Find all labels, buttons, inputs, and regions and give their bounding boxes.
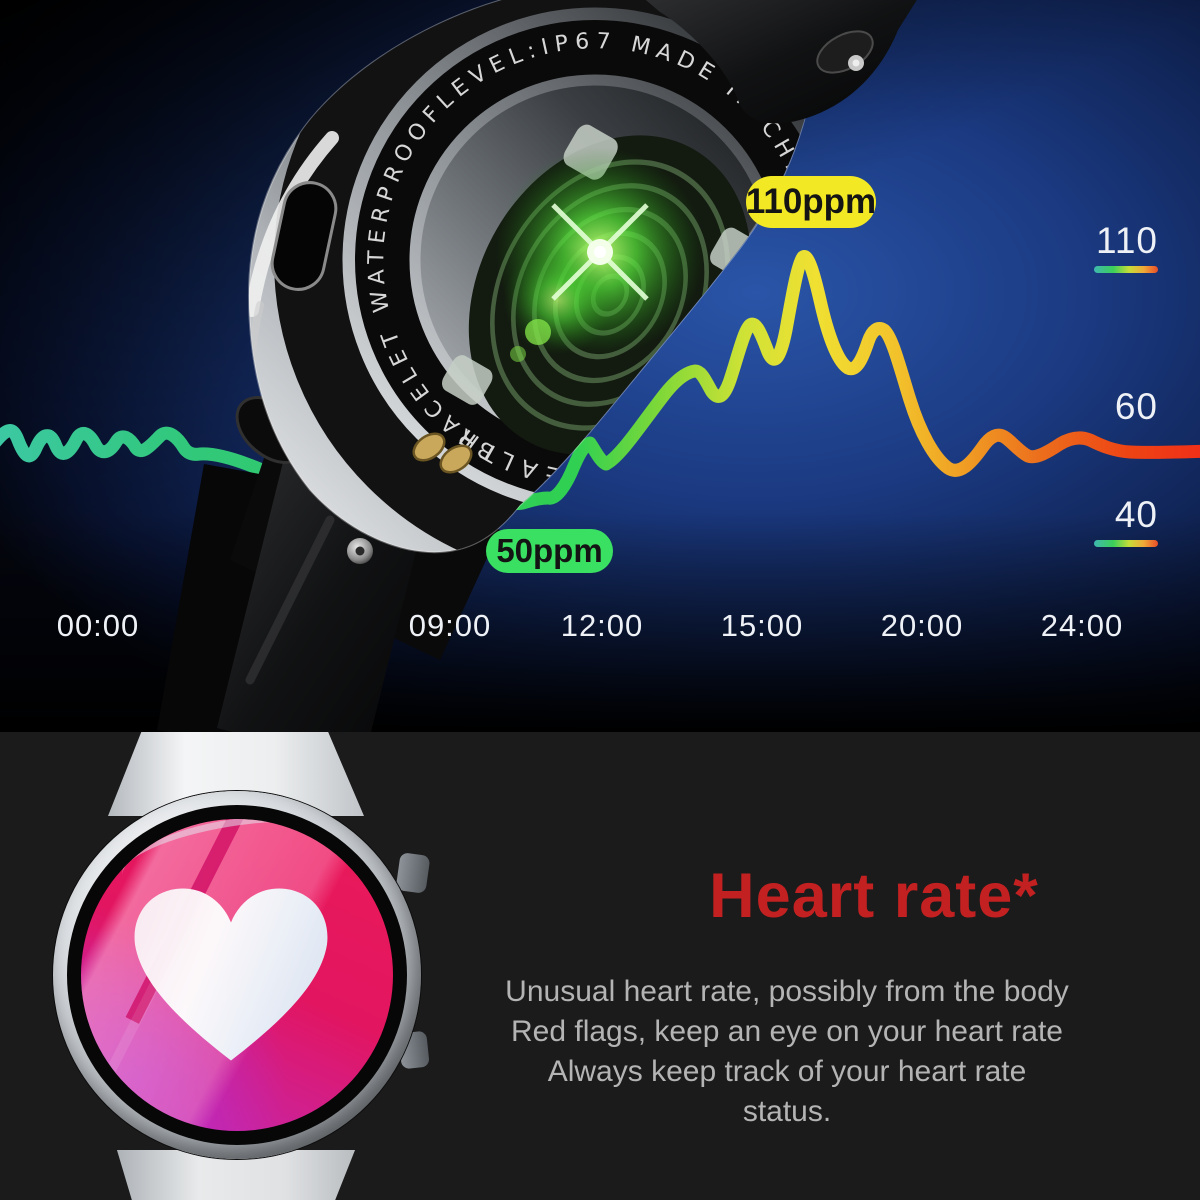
watch-screen [81, 819, 393, 1131]
x-axis-label-2400: 24:00 [1040, 608, 1124, 643]
heart-rate-title: Heart rate* [709, 861, 1039, 931]
y-axis-label-40: 40 [1114, 494, 1158, 535]
x-axis-label-1500: 15:00 [720, 608, 804, 643]
x-axis-label-2000: 20:00 [880, 608, 964, 643]
watch-strap-top [645, 0, 917, 124]
description-line-3: Always keep track of your heart rate sta… [547, 1055, 1027, 1128]
heart-rate-curve [0, 250, 1200, 518]
badge-110ppm: 110ppm [746, 176, 876, 228]
badge-50ppm: 50ppm [486, 529, 613, 573]
watch-back-photo-illustration: BRACELET WATERPROOFLEVEL:IP67 MADE IN CH… [0, 0, 1200, 732]
heart-rate-feature-panel: Heart rate* Unusual heart rate, possibly… [0, 732, 1200, 1200]
description-line-1: Unusual heart rate, possibly from the bo… [505, 975, 1069, 1008]
heart-icon [131, 881, 331, 1069]
rainbow-tick-bar [1094, 540, 1158, 547]
x-axis-label-1200: 12:00 [560, 608, 644, 643]
x-axis-label-0000: 00:00 [56, 608, 140, 643]
sensor-green-glow [495, 147, 705, 362]
description-line-2: Red flags, keep an eye on your heart rat… [510, 1015, 1063, 1048]
y-axis-label-110: 110 [1096, 220, 1158, 261]
x-axis-label-0900: 09:00 [408, 608, 492, 643]
crown-button [395, 852, 431, 894]
hero-section: BRACELET WATERPROOFLEVEL:IP67 MADE IN CH… [0, 0, 1200, 732]
y-axis-label-60: 60 [1114, 386, 1158, 427]
watch-side-button [270, 181, 338, 291]
charging-contacts [412, 432, 473, 474]
heart-rate-description: Unusual heart rate, possibly from the bo… [500, 972, 1074, 1132]
rainbow-tick-bar [1094, 266, 1158, 273]
